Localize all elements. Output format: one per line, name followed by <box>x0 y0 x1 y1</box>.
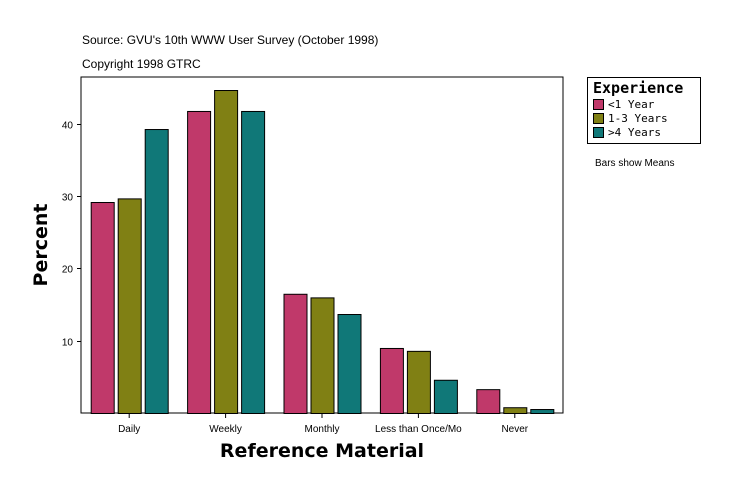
legend-swatch <box>593 98 604 110</box>
y-tick-label: 10 <box>62 338 74 349</box>
bar <box>530 409 555 415</box>
bar <box>433 379 458 414</box>
bar <box>90 202 115 414</box>
legend-label: 1-3 Years <box>608 111 668 125</box>
legend-swatch <box>593 126 604 138</box>
bar <box>379 347 404 414</box>
legend-item: <1 Year <box>593 97 700 111</box>
legend-item: 1-3 Years <box>593 111 700 125</box>
bar <box>187 110 212 414</box>
copyright-note: Copyright 1998 GTRC <box>82 57 201 71</box>
y-axis-title: Percent <box>30 204 52 287</box>
bar <box>406 350 431 414</box>
y-tick-label: 40 <box>62 121 74 132</box>
bar <box>214 90 239 415</box>
x-tick-label: Weekly <box>209 424 242 435</box>
bar <box>476 389 501 415</box>
bar <box>144 129 169 414</box>
bar <box>337 314 362 414</box>
x-tick-label: Daily <box>118 424 140 435</box>
bar <box>310 297 335 414</box>
source-note: Source: GVU's 10th WWW User Survey (Octo… <box>82 33 379 47</box>
bar <box>283 293 308 415</box>
bar <box>117 198 142 414</box>
legend-title: Experience <box>593 79 684 97</box>
legend-swatch <box>593 112 604 124</box>
x-tick-label: Monthly <box>304 424 339 435</box>
x-axis-title: Reference Material <box>220 440 424 462</box>
legend-label: <1 Year <box>608 97 655 111</box>
legend-label: >4 Years <box>608 125 661 139</box>
bars-show-means-note: Bars show Means <box>595 158 675 169</box>
legend: Experience <1 Year 1-3 Years >4 Years <box>587 77 701 144</box>
x-tick-label: Never <box>501 424 528 435</box>
y-tick-label: 30 <box>62 193 74 204</box>
y-tick-label: 20 <box>62 265 74 276</box>
bar <box>241 110 266 414</box>
bar <box>503 407 528 415</box>
legend-item: >4 Years <box>593 125 700 139</box>
x-tick-label: Less than Once/Mo <box>375 424 462 435</box>
